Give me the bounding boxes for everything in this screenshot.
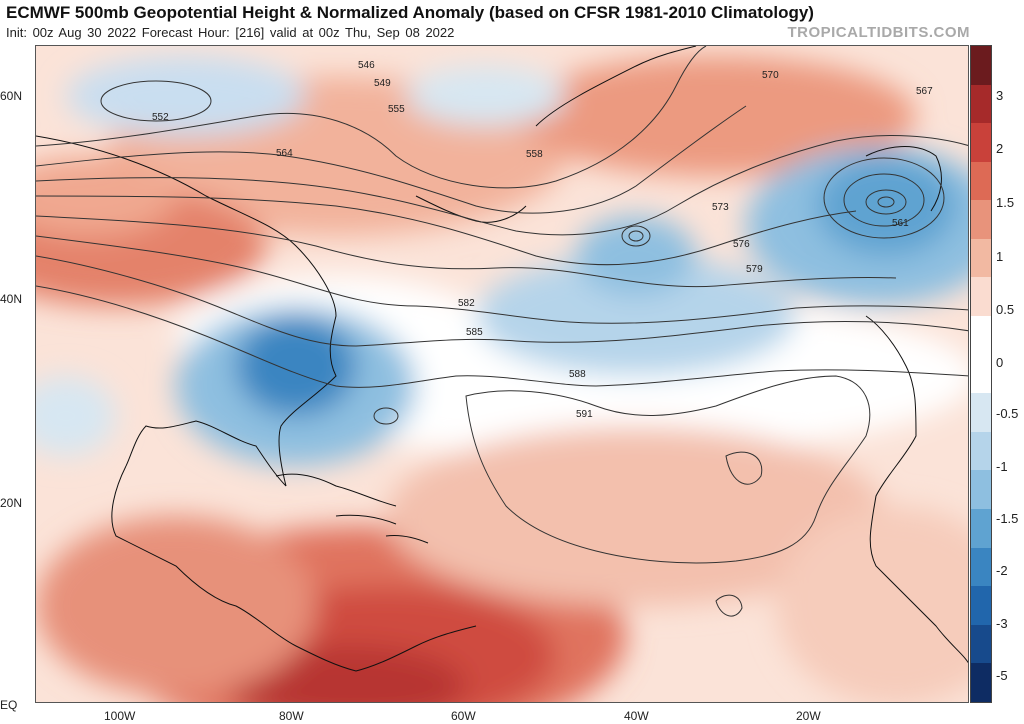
colorbar-tick: 1 [996, 249, 1004, 264]
contour-591-inner [725, 451, 763, 485]
contour-570-low-inner [628, 230, 644, 242]
contour-label: 573 [712, 202, 729, 213]
map-canvas: 546 549 552 555 558 561 564 567 570 573 … [36, 46, 968, 702]
contour-561-low [823, 157, 945, 239]
contour-label: 546 [358, 60, 375, 71]
colorbar-segment [971, 200, 991, 239]
anomaly-field [36, 56, 968, 702]
colorbar-tick: -1 [996, 459, 1008, 474]
contour-label: 579 [746, 264, 763, 275]
height-contours [36, 46, 968, 617]
contour-label: 576 [733, 239, 750, 250]
contour-label: 570 [762, 70, 779, 81]
contour-label: 552 [152, 112, 169, 123]
colorbar-tick: -3 [996, 616, 1008, 631]
colorbar-tick: 0.5 [996, 302, 1015, 317]
colorbar-segment [971, 46, 991, 85]
lon-label: 20W [796, 709, 821, 723]
contour-label: 585 [466, 327, 483, 338]
contour-label: 591 [576, 409, 593, 420]
lon-label: 80W [279, 709, 304, 723]
contour-555-low [865, 189, 907, 215]
contour-573 [36, 195, 857, 266]
colorbar-segment [971, 431, 991, 471]
contour-570-low [621, 225, 651, 247]
lat-label: 20N [0, 496, 23, 510]
colorbar-segment [971, 277, 991, 317]
contour-label: 558 [526, 149, 543, 160]
colorbar-segment [971, 586, 991, 625]
colorbar-segment [971, 508, 991, 548]
lon-label: 40W [624, 709, 649, 723]
contour-591 [465, 375, 871, 564]
contour-567 [36, 135, 968, 236]
contour-label: 582 [458, 298, 475, 309]
contour-label: 588 [569, 369, 586, 380]
contour-label: 549 [374, 78, 391, 89]
contour-labels: 546 549 552 555 558 561 564 567 570 573 … [152, 60, 933, 420]
lat-label: EQ [0, 698, 18, 712]
colorbar-segment [971, 316, 991, 355]
contour-585 [36, 255, 968, 347]
colorbar-segment [971, 624, 991, 664]
contour-588 [36, 285, 968, 388]
lat-label: 60N [0, 89, 23, 103]
colorbar-segment [971, 547, 991, 587]
contour-552-low [877, 196, 895, 208]
colorbar-segment [971, 663, 991, 702]
colorbar-tick: -2 [996, 563, 1008, 578]
colorbar-segment [971, 470, 991, 509]
colorbar-tick: 3 [996, 88, 1004, 103]
contour-label: 564 [276, 148, 293, 159]
contour-label: 561 [892, 218, 909, 229]
colorbar-tick: -1.5 [996, 511, 1019, 526]
contour-558 [36, 46, 707, 189]
contour-588-island [373, 407, 399, 425]
brand-watermark[interactable]: TROPICALTIDBITS.COM [787, 24, 970, 41]
anomaly-colorbar [970, 45, 992, 703]
lon-label: 100W [104, 709, 136, 723]
contour-552-north [100, 80, 212, 122]
colorbar-segment [971, 161, 991, 201]
contour-582 [36, 235, 968, 324]
contour-558-low [843, 173, 925, 227]
colorbar-segment [971, 238, 991, 278]
map-subtitle: Init: 00z Aug 30 2022 Forecast Hour: [21… [6, 25, 455, 40]
colorbar-tick: 1.5 [996, 195, 1015, 210]
map-panel: 546 549 552 555 558 561 564 567 570 573 … [35, 45, 969, 703]
contour-564 [36, 105, 747, 214]
contour-label: 567 [916, 86, 933, 97]
colorbar-segment [971, 393, 991, 432]
contour-label: 555 [388, 104, 405, 115]
map-title: ECMWF 500mb Geopotential Height & Normal… [6, 3, 814, 22]
contour-579 [36, 215, 897, 288]
colorbar-tick: 0 [996, 355, 1004, 370]
colorbar-segment [971, 354, 991, 394]
colorbar-segment [971, 84, 991, 124]
colorbar-segment [971, 123, 991, 162]
lat-label: 40N [0, 292, 23, 306]
lon-label: 60W [451, 709, 476, 723]
colorbar-tick: -0.5 [996, 406, 1019, 421]
colorbar-tick: -5 [996, 668, 1008, 683]
colorbar-tick: 2 [996, 141, 1004, 156]
contour-591-south [715, 594, 743, 617]
